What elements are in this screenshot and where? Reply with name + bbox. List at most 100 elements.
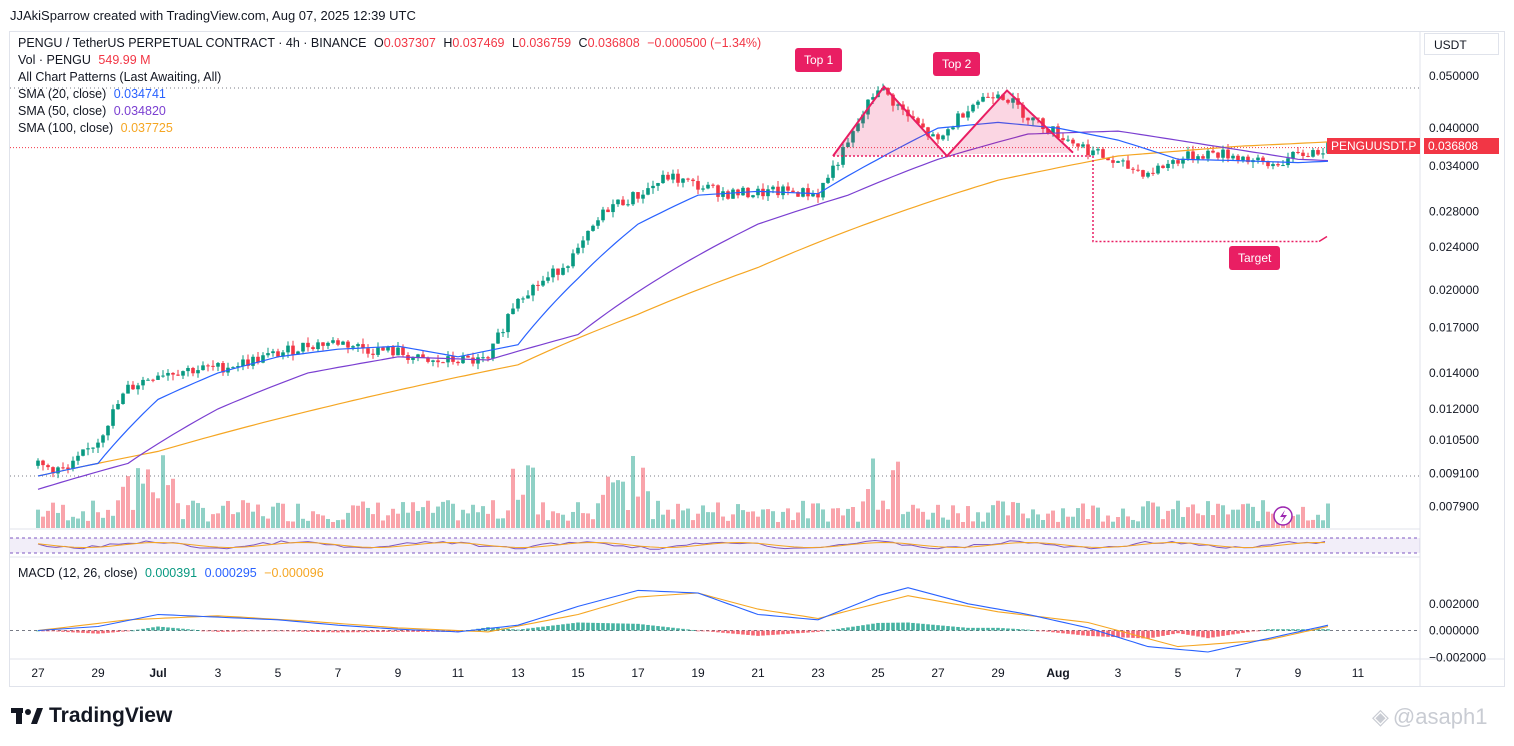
macd-histogram-bar [411,630,415,632]
candle-body [586,230,590,241]
volume-bar [86,520,90,528]
volume-bar [766,509,770,528]
volume-bar [706,512,710,528]
y-tick-label: 0.020000 [1429,283,1479,297]
candle-body [446,356,450,363]
macd-histogram-bar [66,630,70,633]
macd-histogram-bar [1026,629,1030,631]
macd-histogram-bar [936,625,940,631]
candle-body [1236,155,1240,161]
macd-histogram-bar [526,628,530,631]
candle-body [941,135,945,140]
x-tick-label: 13 [511,666,525,680]
candle-body [846,142,850,148]
volume-bar [496,518,500,528]
candle-body [1291,151,1295,159]
candle-body [76,455,80,461]
volume-bar [481,506,485,528]
volume-bar [941,517,945,528]
volume-bar [681,510,685,528]
volume-label: Vol · PENGU [18,53,91,67]
oscillator-line [37,539,1326,550]
macd-histogram-bar [421,630,425,632]
macd-histogram-bar [656,626,660,631]
macd-histogram-bar [186,629,190,631]
volume-bar [1271,513,1275,528]
volume-bar [936,504,940,528]
macd-histogram-bar [1146,630,1150,639]
candle-body [1271,164,1275,167]
volume-bar [186,505,190,528]
tradingview-logo[interactable]: TradingView [11,704,172,728]
macd-histogram-bar [926,624,930,631]
candle-body [1001,94,1005,100]
macd-histogram-bar [781,630,785,635]
candle-body [256,356,260,363]
volume-bar [831,508,835,528]
candle-body [1031,117,1035,121]
macd-histogram-bar [311,630,315,632]
macd-histogram-bar [676,628,680,631]
volume-bar [671,519,675,528]
macd-histogram-bar [941,625,945,631]
candle-body [156,375,160,380]
volume-bar [871,458,875,528]
macd-histogram-bar [961,627,965,631]
candle-body [646,188,650,195]
volume-bar [551,511,555,528]
volume-bar [991,505,995,528]
y-tick-label: 0.017000 [1429,321,1479,335]
macd-histogram-bar [636,623,640,631]
volume-bar [1071,516,1075,528]
candle-body [1171,160,1175,164]
macd-histogram-bar [276,630,280,632]
symbol-price-tag: PENGUUSDT.P [1327,138,1421,154]
macd-histogram-bar [736,630,740,635]
macd-histogram-bar [391,630,395,632]
macd-histogram-bar [871,623,875,631]
volume-bar [456,520,460,528]
candle-body [641,194,645,199]
volume-bar [826,521,830,528]
macd-histogram-bar [1266,629,1270,631]
volume-bar [256,504,260,528]
volume-bar [1146,501,1150,528]
currency-button[interactable]: USDT [1424,33,1499,55]
volume-bar [76,518,80,528]
volume-bar [851,507,855,528]
macd-histogram-bar [56,630,60,632]
macd-histogram-bar [556,624,560,631]
x-tick-label: 9 [395,666,402,680]
volume-bar [926,519,930,528]
candle-body [346,341,350,348]
candle-body [266,353,270,356]
volume-bar [1241,504,1245,528]
macd-histogram-bar [1016,629,1020,631]
macd-histogram-bar [1191,630,1195,636]
x-tick-label: 17 [631,666,645,680]
volume-bar [426,500,430,528]
macd-histogram-bar [1166,630,1170,635]
macd-histogram-bar [901,622,905,631]
volume-bar [696,513,700,528]
volume-bar [1166,510,1170,528]
candle-body [616,199,620,205]
candle-body [1306,155,1310,157]
macd-histogram-bar [46,630,50,632]
volume-bar [546,520,550,528]
x-tick-label: 29 [91,666,105,680]
volume-bar [136,468,140,528]
candle-body [171,372,175,375]
candle-body [416,354,420,358]
macd-histogram-bar [896,622,900,631]
macd-histogram-bar [576,622,580,631]
y-tick-label: 0.009100 [1429,466,1479,480]
volume-bar [726,520,730,528]
macd-histogram-bar [416,630,420,632]
macd-histogram-bar [606,623,610,631]
x-tick-label: 7 [1235,666,1242,680]
volume-bar [176,503,180,528]
volume-bar [816,503,820,528]
volume-bar [101,517,105,528]
